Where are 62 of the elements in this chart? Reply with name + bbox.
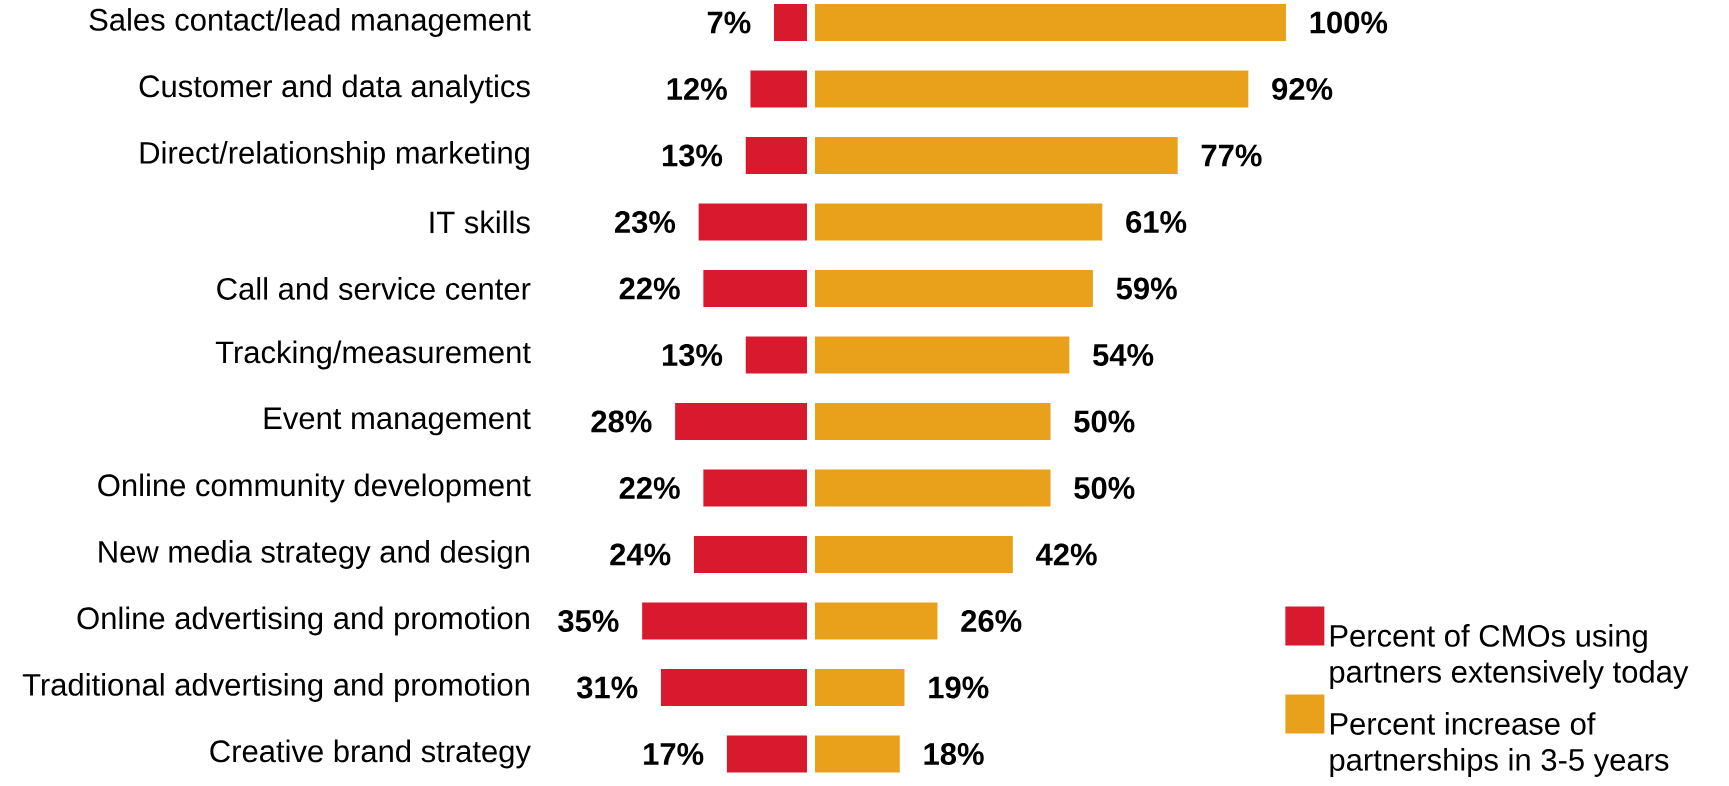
bar bbox=[815, 203, 1103, 241]
bar bbox=[815, 403, 1051, 440]
bar bbox=[698, 203, 807, 241]
bar bbox=[745, 336, 807, 374]
data-label: 7% bbox=[707, 11, 751, 34]
bar bbox=[750, 70, 807, 108]
bar bbox=[815, 669, 905, 706]
bar bbox=[675, 403, 807, 440]
data-label: 100% bbox=[1310, 11, 1388, 34]
bar bbox=[642, 602, 807, 640]
y-tick-label: Call and service center bbox=[217, 277, 531, 300]
y-tick-label: Traditional advertising and promotion bbox=[22, 673, 529, 702]
data-label: 54% bbox=[1093, 344, 1154, 366]
y-tick-label: Online advertising and promotion bbox=[77, 606, 529, 636]
bar bbox=[726, 735, 807, 773]
data-label: 26% bbox=[961, 610, 1022, 632]
data-label: 42% bbox=[1036, 543, 1097, 566]
data-label: 23% bbox=[614, 211, 676, 233]
data-label: 61% bbox=[1126, 211, 1187, 233]
data-label: 13% bbox=[662, 344, 723, 366]
bar bbox=[815, 70, 1249, 108]
data-label: 12% bbox=[667, 78, 727, 100]
data-label: 24% bbox=[610, 543, 671, 566]
y-tick-label: Sales contact/lead management bbox=[89, 8, 531, 37]
data-label: 28% bbox=[591, 410, 652, 433]
y-tick-label: Tracking/measurement bbox=[215, 340, 531, 370]
bar bbox=[815, 535, 1013, 573]
y-tick-label: Event management bbox=[264, 407, 531, 436]
bar bbox=[815, 602, 938, 640]
bar bbox=[693, 535, 807, 573]
bar bbox=[815, 336, 1070, 374]
bar bbox=[745, 137, 807, 174]
legend-label: Percent of CMOs using partners extensively today bbox=[1330, 624, 1689, 689]
data-label: 59% bbox=[1116, 277, 1177, 300]
bar bbox=[660, 669, 807, 706]
y-tick-label: IT skills bbox=[430, 210, 530, 234]
data-label: 13% bbox=[662, 144, 723, 167]
y-tick-label: Direct/relationship marketing bbox=[140, 141, 529, 170]
y-tick-label: New media strategy and design bbox=[99, 540, 529, 569]
y-tick-label: Online community development bbox=[98, 473, 531, 503]
data-label: 17% bbox=[644, 743, 704, 765]
data-label: 31% bbox=[576, 676, 638, 699]
data-label: 22% bbox=[619, 477, 680, 499]
y-tick-label: Creative brand strategy bbox=[210, 739, 531, 769]
y-tick-label: Customer and data analytics bbox=[139, 74, 530, 104]
data-label: 19% bbox=[929, 676, 989, 699]
legend-label: Percent increase of partnerships in 3-5 years bbox=[1330, 712, 1669, 777]
bar bbox=[815, 469, 1051, 507]
bar bbox=[815, 4, 1287, 41]
data-label: 18% bbox=[924, 743, 984, 765]
data-label: 50% bbox=[1074, 410, 1135, 433]
data-label: 22% bbox=[619, 277, 680, 300]
data-label: 35% bbox=[558, 610, 619, 632]
bar bbox=[815, 270, 1093, 307]
bar bbox=[703, 469, 807, 507]
bar bbox=[815, 137, 1178, 174]
bar bbox=[815, 735, 900, 773]
bar bbox=[703, 270, 807, 307]
data-label: 77% bbox=[1201, 144, 1262, 167]
bar bbox=[774, 4, 807, 41]
data-label: 92% bbox=[1272, 78, 1333, 100]
data-label: 50% bbox=[1074, 477, 1135, 499]
